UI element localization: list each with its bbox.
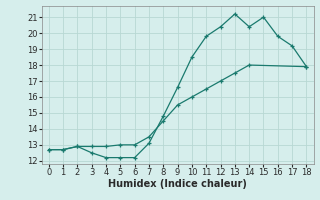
- X-axis label: Humidex (Indice chaleur): Humidex (Indice chaleur): [108, 179, 247, 189]
